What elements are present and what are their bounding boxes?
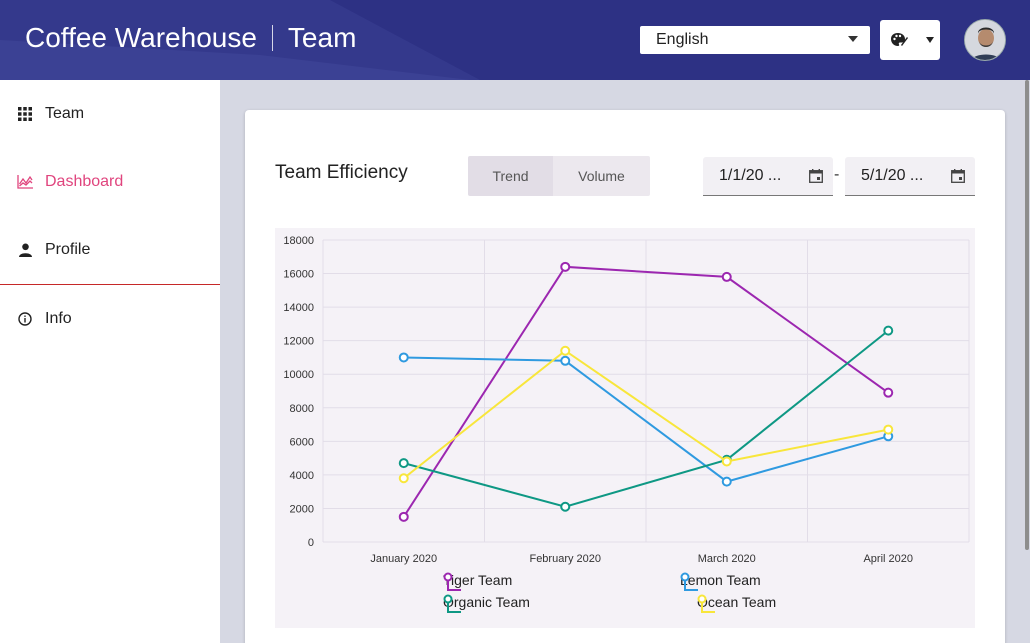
- data-point: [398, 352, 409, 363]
- start-date-value: 1/1/20 ...: [719, 167, 782, 184]
- card-title: Team Efficiency: [275, 162, 408, 183]
- data-point: [883, 387, 894, 398]
- legend-label: Lemon Team: [680, 572, 761, 588]
- y-tick-label: 14000: [283, 302, 314, 314]
- brand: Coffee Warehouse Team: [25, 22, 356, 54]
- legend-item[interactable]: Lemon Team: [680, 572, 761, 591]
- y-tick-label: 8000: [290, 403, 314, 415]
- chevron-down-icon: [926, 37, 934, 43]
- chart-icon: [17, 174, 33, 190]
- y-tick-label: 0: [308, 537, 314, 549]
- sidebar-item-label: Info: [45, 310, 72, 327]
- brand-separator: [271, 25, 273, 51]
- data-point: [398, 511, 409, 522]
- legend-item[interactable]: Ocean Team: [697, 594, 777, 613]
- line-chart: 0 2000 4000 6000 8000 10000 12000 14000 16000 180…: [283, 235, 970, 565]
- y-tick-label: 12000: [283, 336, 314, 348]
- data-point: [560, 261, 571, 272]
- y-tick-label: 6000: [290, 436, 314, 448]
- data-point: [560, 501, 571, 512]
- data-point: [721, 456, 732, 467]
- x-tick-label: April 2020: [863, 553, 913, 565]
- trend-button[interactable]: Trend: [468, 156, 553, 196]
- app-header: Coffee Warehouse Team English: [0, 0, 1030, 80]
- chevron-down-icon: [848, 36, 858, 42]
- data-point: [560, 345, 571, 356]
- sidebar-item-label: Dashboard: [45, 173, 124, 190]
- legend-marker-icon: [443, 594, 461, 613]
- sidebar-divider: [0, 284, 220, 285]
- series-line: [402, 265, 889, 518]
- x-tick-label: February 2020: [529, 553, 601, 565]
- y-tick-label: 16000: [283, 269, 314, 281]
- series-line: [403, 349, 889, 480]
- sidebar-item-label: Profile: [45, 241, 91, 258]
- grid-icon: [17, 106, 33, 122]
- sidebar-item-label: Team: [45, 105, 85, 122]
- legend-label: Organic Team: [443, 594, 530, 610]
- legend-label: Ocean Team: [697, 594, 777, 610]
- legend-marker-icon: [697, 594, 715, 613]
- series-line: [403, 329, 889, 508]
- calendar-icon[interactable]: [951, 169, 965, 183]
- data-point: [883, 424, 894, 435]
- legend-item[interactable]: Tiger Team: [443, 572, 513, 591]
- series-line: [403, 356, 889, 483]
- date-range-separator: -: [834, 166, 840, 183]
- data-point: [721, 271, 732, 282]
- info-icon: [17, 311, 33, 327]
- palette-icon: [891, 33, 908, 46]
- theme-picker-button[interactable]: [880, 20, 940, 60]
- language-select[interactable]: English: [640, 26, 870, 54]
- start-date-input[interactable]: 1/1/20 ...: [703, 157, 833, 196]
- chart-mode-toggle: Trend Volume: [468, 156, 650, 196]
- legend-item[interactable]: Organic Team: [443, 594, 530, 613]
- sidebar-item-team[interactable]: Team: [0, 92, 220, 136]
- team-efficiency-chart: 0 2000 4000 6000 8000 10000 12000 14000 16000 180…: [275, 228, 975, 628]
- sidebar: Team Dashboard Profile: [0, 80, 220, 643]
- x-tick-label: January 2020: [370, 553, 437, 565]
- y-tick-label: 4000: [290, 470, 314, 482]
- y-tick-label: 2000: [290, 503, 314, 515]
- avatar-image: [965, 20, 1005, 60]
- page-section-title: Team: [287, 22, 357, 53]
- header-decoration: [0, 0, 480, 80]
- data-point: [398, 458, 409, 469]
- chart-legend: Tiger Team Lemon Team Organic Team Ocean Te…: [275, 568, 975, 628]
- sidebar-item-dashboard[interactable]: Dashboard: [0, 160, 220, 204]
- data-point: [883, 325, 894, 336]
- legend-label: Tiger Team: [443, 572, 513, 588]
- end-date-value: 5/1/20 ...: [861, 167, 924, 184]
- sidebar-item-profile[interactable]: Profile: [0, 228, 220, 272]
- user-avatar[interactable]: [964, 19, 1006, 61]
- language-selected: English: [656, 31, 709, 48]
- page-scrollbar[interactable]: [1025, 80, 1029, 550]
- data-point: [398, 473, 409, 484]
- x-tick-label: March 2020: [698, 553, 756, 565]
- app-name: Coffee Warehouse: [25, 22, 257, 53]
- end-date-input[interactable]: 5/1/20 ...: [845, 157, 975, 196]
- sidebar-item-info[interactable]: Info: [0, 297, 220, 341]
- y-tick-label: 10000: [283, 369, 314, 381]
- data-point: [560, 355, 571, 366]
- team-efficiency-card: Team Efficiency Trend Volume 1/1/20 ... …: [245, 110, 1005, 643]
- person-icon: [17, 242, 33, 258]
- volume-button[interactable]: Volume: [553, 156, 650, 196]
- y-tick-label: 18000: [283, 235, 314, 247]
- legend-marker-icon: [680, 572, 698, 591]
- data-point: [721, 476, 732, 487]
- calendar-icon[interactable]: [809, 169, 823, 183]
- legend-marker-icon: [443, 572, 461, 591]
